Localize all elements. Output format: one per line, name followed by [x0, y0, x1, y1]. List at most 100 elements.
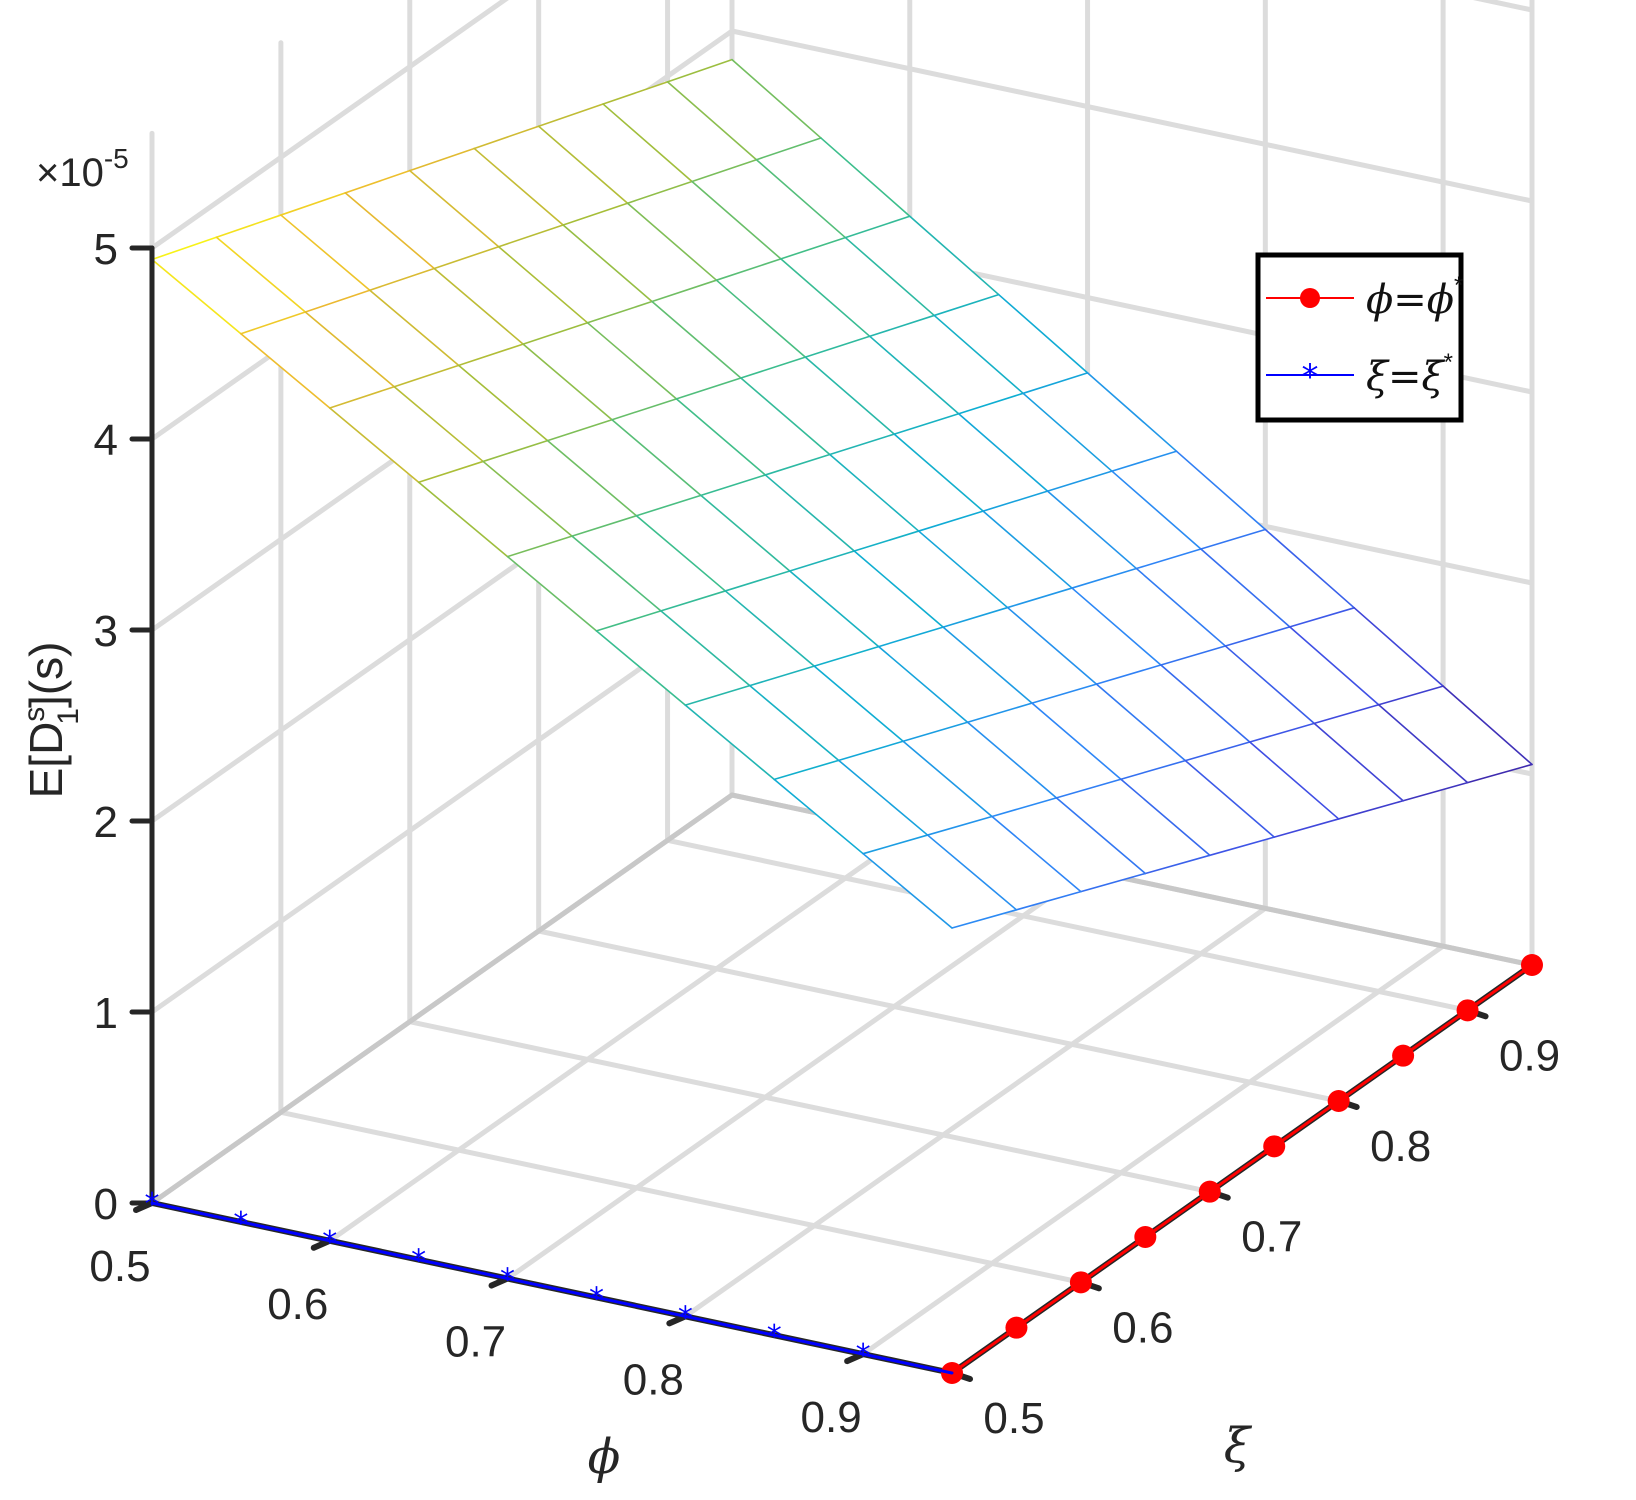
- z-label-superscript: s: [18, 707, 51, 722]
- mesh-line-xi: [546, 418, 613, 442]
- z-label-suffix: ](s): [20, 642, 72, 708]
- mesh-line-xi: [1144, 854, 1211, 875]
- mesh-line-xi: [457, 343, 524, 367]
- mesh-line-phi: [893, 433, 984, 512]
- mesh-line-xi: [773, 759, 840, 781]
- mesh-line-phi: [1264, 528, 1356, 609]
- phi-tick: [488, 1275, 511, 1289]
- series-phi-star-line: [950, 963, 1534, 1375]
- mesh-line-phi: [304, 311, 396, 388]
- mesh-line-phi: [660, 610, 751, 687]
- phi-tick-label: 0.6: [267, 1280, 328, 1329]
- mesh-line-xi: [611, 398, 678, 421]
- mesh-line-phi: [828, 453, 920, 532]
- series-xi-star-marker: *: [322, 1225, 337, 1260]
- mesh-line-xi: [877, 626, 944, 648]
- mesh-line-xi: [240, 311, 307, 335]
- phi-tick-label: 0.5: [89, 1242, 150, 1291]
- mesh-line-xi: [344, 169, 411, 194]
- grid-wall-xi-h: [149, 601, 735, 1015]
- mesh-line-xi: [853, 530, 920, 552]
- mesh-line-phi: [562, 224, 653, 303]
- mesh-line-phi: [1353, 607, 1444, 687]
- xi-tick-label: 0.5: [983, 1394, 1044, 1443]
- mesh-line-xi: [1160, 645, 1227, 666]
- mesh-line-xi: [748, 665, 816, 687]
- mesh-line-xi: [586, 300, 653, 324]
- z-label-subscript: 1: [52, 708, 85, 725]
- mesh-line-phi: [651, 300, 742, 379]
- legend-label-xi: ξ=ξ*: [1366, 349, 1453, 400]
- mesh-line-phi: [344, 192, 436, 270]
- z-multiplier: ×10-5: [36, 143, 129, 195]
- mesh-line-phi: [966, 721, 1058, 799]
- mesh-line-phi: [853, 550, 944, 628]
- tick-labels: 0 1 2 3 4 5 0.5 0.6 0.7 0.8 0.9 0.5 0.6 0.7 0.8 0.9: [89, 225, 1560, 1443]
- series-xi-star-marker: *: [233, 1206, 248, 1241]
- z-tick-label: 0: [94, 1180, 118, 1229]
- mesh-line-xi: [473, 125, 540, 150]
- mesh-line-xi: [1224, 626, 1291, 647]
- mesh-line-phi: [1135, 567, 1227, 647]
- surface-fill: [152, 59, 1532, 928]
- mesh-line-phi: [417, 481, 509, 558]
- mesh-line-phi: [626, 202, 718, 281]
- mesh-line-xi: [715, 258, 782, 281]
- mesh-line-phi: [700, 494, 791, 572]
- mesh-line-phi: [691, 180, 782, 260]
- series-phi-star-marker: [1198, 1180, 1221, 1203]
- mesh-line-phi: [1086, 372, 1178, 453]
- mesh-line-phi: [684, 704, 776, 781]
- mesh-line-xi: [417, 460, 484, 484]
- mesh-line-xi: [982, 490, 1049, 512]
- mesh-line-xi: [328, 385, 396, 409]
- mesh-line-phi: [942, 626, 1033, 704]
- mesh-line-xi: [602, 81, 669, 105]
- mesh-line-xi: [1031, 683, 1098, 704]
- mesh-line-xi: [1184, 741, 1251, 762]
- legend-xi-sup: *: [1444, 349, 1453, 376]
- mesh-line-phi: [1248, 741, 1340, 820]
- mesh-line-phi: [457, 364, 549, 442]
- mesh-line-xi: [651, 279, 718, 303]
- z-tick-label: 2: [94, 798, 118, 847]
- phi-tick: [844, 1351, 867, 1365]
- series-phi-star-marker: [1263, 1135, 1286, 1158]
- mesh-line-phi: [1313, 722, 1404, 802]
- mesh-line-phi: [991, 815, 1082, 893]
- grid-wall-xi-h: [149, 0, 509, 251]
- mesh-line-xi: [966, 702, 1033, 724]
- mesh-line-phi: [595, 630, 687, 706]
- mesh-line-phi: [328, 407, 420, 484]
- mesh-line-phi: [280, 214, 371, 292]
- mesh-line-xi: [1337, 799, 1404, 820]
- mesh-line-xi: [902, 721, 969, 743]
- mesh-line-xi: [868, 314, 936, 338]
- mesh-line-phi: [393, 385, 484, 463]
- mesh-line-phi: [877, 645, 969, 724]
- mesh-line-xi: [215, 214, 282, 239]
- series-phi-star-marker: [1005, 1316, 1028, 1339]
- mesh-line-phi: [748, 684, 840, 762]
- z-axis-label: E[Ds1](s): [18, 642, 85, 799]
- mesh-line-phi: [1160, 664, 1251, 743]
- x-axis-label: ϕ: [588, 1429, 621, 1485]
- mesh-line-phi: [1046, 490, 1138, 570]
- mesh-line-phi: [740, 377, 831, 456]
- mesh-line-phi: [755, 158, 847, 239]
- mesh-line-phi: [497, 245, 589, 324]
- mesh-line-phi: [1442, 685, 1533, 766]
- mesh-line-xi: [368, 267, 436, 292]
- mesh-line-phi: [1095, 683, 1187, 762]
- mesh-line-xi: [1135, 548, 1202, 570]
- grid-floor-xi: [536, 928, 1342, 1104]
- series-xi-star-marker: *: [500, 1263, 515, 1298]
- mesh-line-xi: [1273, 818, 1340, 838]
- mesh-line-phi: [844, 236, 936, 317]
- legend-xi-sym: ξ: [1366, 354, 1390, 400]
- mesh-line-xi: [951, 909, 1018, 929]
- mesh-line-phi: [1184, 759, 1276, 838]
- mesh-line-phi: [1288, 626, 1380, 706]
- mesh-line-phi: [1055, 797, 1147, 875]
